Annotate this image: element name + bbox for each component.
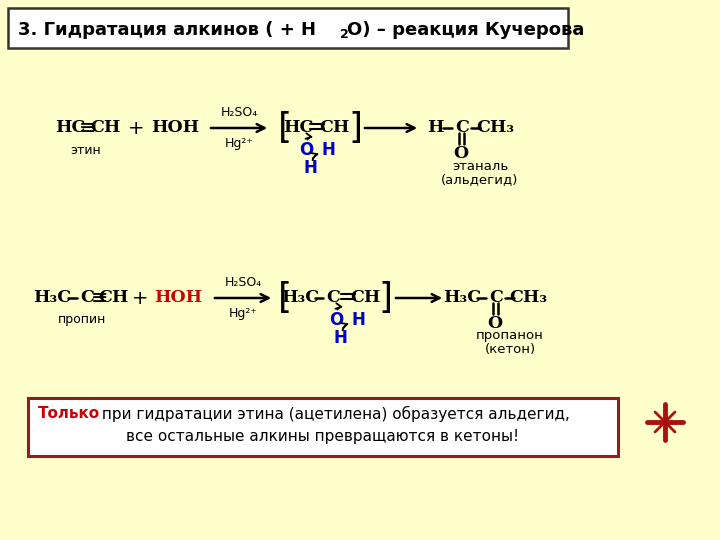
Text: H₃C: H₃C [281,289,319,307]
Text: H₂SO₄: H₂SO₄ [225,275,261,288]
FancyBboxPatch shape [8,8,568,48]
Text: C: C [489,289,503,307]
Text: ≡: ≡ [91,288,109,308]
Text: HOH: HOH [151,119,199,137]
Text: HC: HC [283,119,313,137]
Text: Hg²⁺: Hg²⁺ [228,307,258,320]
Text: H: H [351,311,365,329]
Text: H: H [427,119,444,137]
Text: HC: HC [55,119,85,137]
Text: все остальные алкины превращаются в кетоны!: все остальные алкины превращаются в кето… [127,429,520,443]
Text: H: H [303,159,317,177]
Text: ]: ] [378,281,392,315]
Text: CH: CH [98,289,128,307]
Text: C: C [326,289,340,307]
FancyBboxPatch shape [28,398,618,456]
Text: этаналь: этаналь [452,159,508,172]
Text: H: H [321,141,335,159]
Text: пропанон: пропанон [476,329,544,342]
Text: H: H [333,329,347,347]
Text: (кетон): (кетон) [485,343,536,356]
Text: 2: 2 [340,28,348,40]
Text: C: C [80,289,94,307]
Text: [: [ [278,281,292,315]
Text: O: O [299,141,313,159]
Text: CH₃: CH₃ [509,289,547,307]
Text: C: C [455,119,469,137]
Text: CH: CH [350,289,380,307]
Text: H₃C: H₃C [443,289,481,307]
Text: +: + [127,118,144,138]
Text: O: O [487,315,503,333]
Text: +: + [132,288,148,307]
Text: O: O [329,311,343,329]
Text: CH₃: CH₃ [476,119,514,137]
Text: ]: ] [348,111,362,145]
Text: O) – реакция Кучерова: O) – реакция Кучерова [347,21,585,39]
Text: Hg²⁺: Hg²⁺ [225,137,253,150]
Text: Только: Только [38,407,100,422]
Text: HOH: HOH [154,289,202,307]
Text: H₃C: H₃C [33,289,71,307]
Text: 3. Гидратация алкинов ( + H: 3. Гидратация алкинов ( + H [18,21,316,39]
Text: ≡: ≡ [79,118,96,138]
Text: H₂SO₄: H₂SO₄ [220,105,258,118]
Text: CH: CH [319,119,349,137]
Text: (альдегид): (альдегид) [441,173,518,186]
Text: CH: CH [90,119,120,137]
Text: пропин: пропин [58,314,106,327]
Text: O: O [454,145,469,163]
Text: [: [ [278,111,292,145]
Text: при гидратации этина (ацетилена) образуется альдегид,: при гидратации этина (ацетилена) образуе… [97,406,570,422]
Text: этин: этин [71,144,102,157]
